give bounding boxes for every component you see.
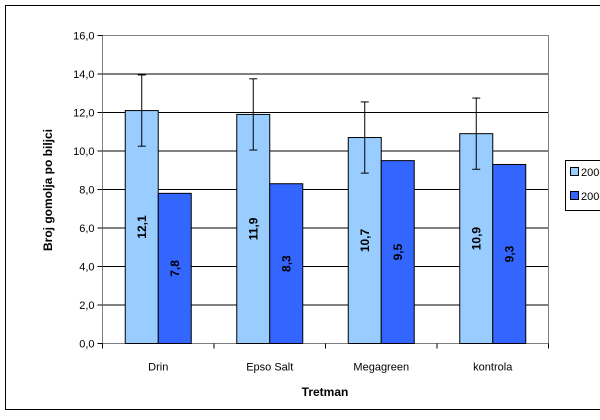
bar-value-label: 10,9 bbox=[469, 227, 483, 251]
bar-value-label: 10,7 bbox=[358, 229, 372, 253]
y-tick-label: 16,0 bbox=[73, 31, 94, 43]
bar-value-label: 8,3 bbox=[279, 255, 293, 272]
legend: 200 200 bbox=[566, 161, 600, 211]
bar-value-label: 12,1 bbox=[135, 215, 149, 239]
y-tick-label: 6,0 bbox=[79, 223, 94, 235]
legend-swatch bbox=[571, 192, 579, 200]
bar-value-label: 7,8 bbox=[168, 260, 182, 277]
x-tick-label: kontrola bbox=[473, 362, 513, 374]
y-tick-label: 10,0 bbox=[73, 146, 94, 158]
y-tick-label: 14,0 bbox=[73, 69, 94, 81]
y-axis-title: Broj gomolja po biljci bbox=[41, 129, 55, 251]
y-tick-label: 0,0 bbox=[79, 339, 94, 351]
bar-value-label: 9,5 bbox=[391, 243, 405, 260]
y-tick-label: 2,0 bbox=[79, 300, 94, 312]
legend-swatch bbox=[571, 168, 579, 176]
legend-label: 200 bbox=[581, 167, 599, 179]
x-tick-label: Drin bbox=[148, 362, 168, 374]
y-tick-label: 8,0 bbox=[79, 185, 94, 197]
x-tick-label: Epso Salt bbox=[246, 362, 293, 374]
y-tick-label: 4,0 bbox=[79, 262, 94, 274]
x-tick-label: Megagreen bbox=[353, 362, 409, 374]
y-tick-label: 12,0 bbox=[73, 108, 94, 120]
legend-label: 200 bbox=[581, 191, 599, 203]
bar-value-label: 9,3 bbox=[502, 245, 516, 262]
bar-value-label: 11,9 bbox=[246, 217, 260, 240]
x-axis-title: Tretman bbox=[302, 385, 349, 399]
